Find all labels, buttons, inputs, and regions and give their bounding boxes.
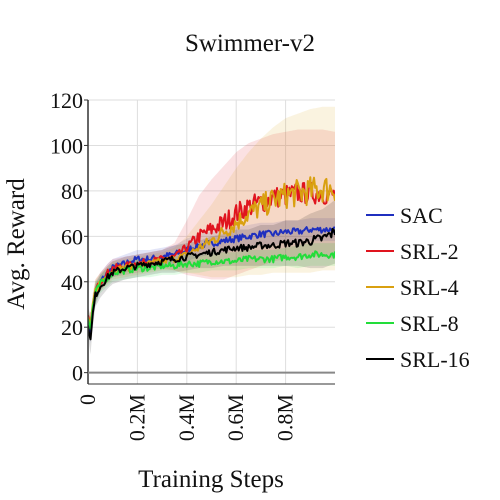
plot-area [88, 106, 335, 355]
legend-label-srl-4: SRL-4 [400, 275, 459, 300]
y-tick-label: 80 [61, 179, 83, 204]
axes [87, 100, 335, 385]
x-tick-label: 0.8M [273, 394, 298, 441]
x-tick-label: 0.4M [174, 394, 199, 441]
band-srl-4 [88, 106, 335, 341]
legend-label-srl-2: SRL-2 [400, 239, 459, 264]
legend-label-srl-16: SRL-16 [400, 347, 470, 372]
series-line-srl-8 [88, 250, 335, 330]
band-srl-16 [88, 200, 335, 355]
y-tick-label: 20 [61, 315, 83, 340]
series-line-srl-16 [88, 227, 335, 341]
y-tick-labels: 0 20 40 60 80 100 120 [50, 88, 88, 386]
y-tick-label: 40 [61, 270, 83, 295]
x-tick-label: 0.6M [223, 394, 248, 441]
chart-title: Swimmer-v2 [185, 30, 315, 57]
y-tick-label: 0 [72, 361, 83, 386]
y-axis-label: Avg. Reward [3, 178, 30, 310]
y-tick-label: 60 [61, 224, 83, 249]
grid [87, 99, 335, 384]
legend: SAC SRL-2 SRL-4 SRL-8 SRL-16 [366, 203, 470, 372]
x-tick-labels: 0 0.2M 0.4M 0.6M 0.8M [75, 394, 298, 441]
y-tick-label: 120 [50, 88, 83, 113]
x-axis-label: Training Steps [138, 466, 284, 493]
legend-label-srl-8: SRL-8 [400, 311, 459, 336]
legend-label-sac: SAC [400, 203, 443, 228]
y-tick-label: 100 [50, 133, 83, 158]
x-tick-label: 0.2M [124, 394, 149, 441]
series-lines [88, 176, 335, 341]
x-tick-label: 0 [75, 394, 100, 405]
